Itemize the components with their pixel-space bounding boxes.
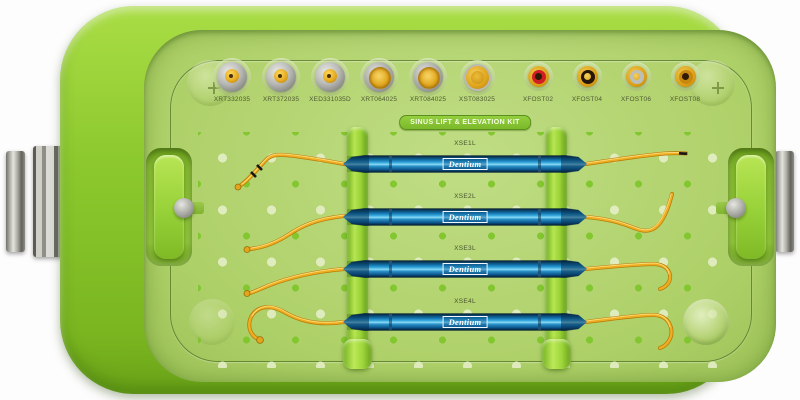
tray-body: XRT332035 XRT372035 XED331035D XRT064025… <box>60 6 776 394</box>
stopper-ring <box>580 69 595 84</box>
drill-slot <box>460 60 495 95</box>
instrument-label: XSE2L <box>454 193 476 200</box>
brand-label: Dentium <box>442 263 488 275</box>
instrument-label: XSE3L <box>454 245 476 252</box>
instrument-handle: Dentium <box>343 208 587 226</box>
stopper-label: XFOST08 <box>669 96 701 103</box>
drill-top-view <box>274 69 288 83</box>
drill-label: XRT372035 <box>262 96 300 103</box>
handle-end-cone <box>561 260 587 278</box>
instrument-label: XSE1L <box>454 140 476 147</box>
brand-label: Dentium <box>442 316 488 328</box>
handle-end-cone <box>561 155 587 173</box>
stopper-slot <box>524 62 553 91</box>
handle-end-cone <box>561 313 587 331</box>
stopper-label: XFOST02 <box>522 96 554 103</box>
screw-cross-mark <box>712 82 724 94</box>
stopper-label: XFOST04 <box>571 96 603 103</box>
drill-top-view <box>323 69 337 83</box>
drill-slot <box>213 58 251 96</box>
tray-handle-left-outer-bar <box>6 151 25 252</box>
drill-label: XRT064025 <box>360 96 398 103</box>
handle-end-cone <box>561 208 587 226</box>
drill-top-view <box>369 67 391 89</box>
handle-rod <box>343 260 587 278</box>
corner-recess <box>189 299 235 345</box>
holder-rail-foot <box>343 339 372 369</box>
corner-recess <box>683 299 729 345</box>
tray-handle-left-inner-bar <box>33 146 63 257</box>
handle-end-cone <box>343 208 369 226</box>
drill-top-view <box>225 69 239 83</box>
stopper-slot <box>573 62 602 91</box>
stopper-slot <box>622 62 651 91</box>
drill-label: XED331035D <box>309 96 351 103</box>
drill-slot <box>409 58 447 96</box>
latch-pin <box>726 198 746 218</box>
stopper-ring <box>629 69 644 84</box>
stopper-ring <box>531 69 546 84</box>
instrument-label: XSE4L <box>454 298 476 305</box>
stopper-label: XFOST06 <box>620 96 652 103</box>
drill-top-view <box>418 67 440 89</box>
tray-handle-right-outer-bar <box>775 151 794 252</box>
kit-title-badge: SINUS LIFT & ELEVATION KIT <box>399 115 531 130</box>
drill-label: XST083025 <box>458 96 496 103</box>
handle-rod <box>343 208 587 226</box>
drill-top-view <box>471 71 484 84</box>
handle-rod <box>343 155 587 173</box>
handle-end-cone <box>343 313 369 331</box>
drill-label: XRT084025 <box>409 96 447 103</box>
instrument-handle: Dentium <box>343 155 587 173</box>
instrument-handle: Dentium <box>343 313 587 331</box>
brand-label: Dentium <box>442 158 488 170</box>
screw-cross-mark <box>208 82 220 94</box>
drill-slot <box>360 58 398 96</box>
drill-label: XRT332035 <box>213 96 251 103</box>
brand-label: Dentium <box>442 211 488 223</box>
stopper-slot <box>671 62 700 91</box>
holder-rail-foot <box>542 339 571 369</box>
drill-slot <box>262 58 300 96</box>
handle-rod <box>343 313 587 331</box>
latch-pin <box>174 198 194 218</box>
stopper-ring <box>678 69 693 84</box>
handle-end-cone <box>343 155 369 173</box>
drill-slot <box>311 58 349 96</box>
handle-end-cone <box>343 260 369 278</box>
instrument-handle: Dentium <box>343 260 587 278</box>
